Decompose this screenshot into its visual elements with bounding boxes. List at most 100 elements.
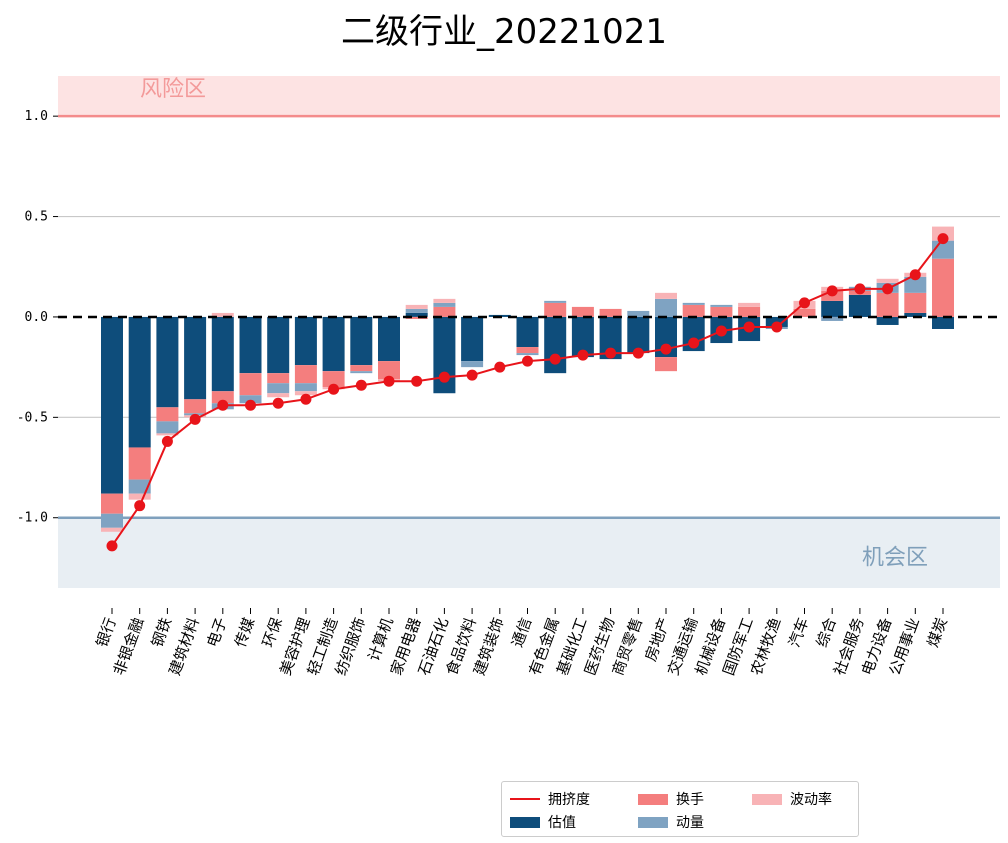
bar-segment bbox=[267, 393, 290, 398]
crowding-point bbox=[632, 347, 644, 359]
bar-segment bbox=[627, 316, 650, 354]
bar-segment bbox=[461, 316, 484, 362]
bar-segment bbox=[211, 316, 234, 392]
crowding-point bbox=[909, 269, 921, 281]
chart-title: 二级行业_20221021 bbox=[340, 12, 668, 52]
crowding-line bbox=[111, 238, 944, 547]
bar-segment bbox=[738, 302, 761, 307]
bar-segment bbox=[294, 365, 317, 384]
bar-segment bbox=[932, 258, 954, 317]
bar-segment bbox=[156, 316, 179, 408]
bar-segment bbox=[184, 399, 207, 414]
crowding-point bbox=[189, 413, 201, 425]
y-tick-label: 0.0 bbox=[25, 310, 48, 325]
bar-segment bbox=[378, 316, 400, 362]
bar-segment bbox=[350, 371, 373, 374]
bar-segment bbox=[211, 391, 234, 404]
bar-segment bbox=[211, 312, 234, 317]
x-tick-label: 钢铁 bbox=[148, 615, 175, 649]
crowding-point bbox=[577, 349, 589, 361]
opportunity-zone bbox=[58, 517, 1000, 588]
bar-segment bbox=[876, 278, 899, 283]
legend-label-valuation: 估值 bbox=[548, 815, 576, 831]
bar-segment bbox=[322, 316, 345, 372]
bar-segment bbox=[350, 316, 373, 366]
y-tick-label: -1.0 bbox=[17, 511, 48, 526]
bar-segment bbox=[876, 292, 899, 317]
bar-segment bbox=[101, 493, 123, 514]
bar-segment bbox=[516, 347, 539, 354]
bar-segment bbox=[267, 316, 290, 374]
bar-segment bbox=[821, 316, 844, 321]
x-tick-label: 通信 bbox=[508, 615, 535, 649]
x-tick-label: 电子 bbox=[203, 615, 230, 649]
bar-segment bbox=[655, 292, 677, 299]
crowding-point bbox=[549, 353, 561, 365]
y-tick-label: -0.5 bbox=[17, 410, 48, 425]
bar-segment bbox=[350, 365, 373, 372]
legend-label-crowding: 拥挤度 bbox=[548, 792, 590, 808]
crowding-point bbox=[411, 375, 423, 387]
bar-segment bbox=[821, 300, 844, 317]
legend-label-momentum: 动量 bbox=[676, 815, 704, 831]
legend: 拥挤度 估值 换手 动量 波动率 bbox=[501, 781, 859, 837]
bar-segment bbox=[239, 395, 262, 404]
x-tick-label: 环保 bbox=[259, 615, 286, 649]
bar-segment bbox=[682, 304, 705, 317]
bar-segment bbox=[793, 308, 816, 317]
bar-segment bbox=[433, 302, 456, 307]
bar-segment bbox=[267, 373, 290, 384]
legend-item-valuation: 估值 bbox=[510, 812, 576, 832]
bar-segment bbox=[544, 316, 567, 374]
legend-item-momentum: 动量 bbox=[638, 812, 704, 832]
bars-layer bbox=[101, 226, 954, 532]
bar-segment bbox=[571, 316, 594, 358]
bar-segment bbox=[267, 383, 290, 394]
bar-segment bbox=[294, 383, 317, 392]
x-tick-label: 汽车 bbox=[785, 615, 812, 649]
bar-segment bbox=[101, 527, 123, 532]
crowding-point bbox=[743, 321, 755, 333]
bar-segment bbox=[682, 316, 705, 352]
bar-segment bbox=[904, 312, 927, 317]
x-tick-label: 综合 bbox=[813, 615, 840, 649]
x-tick-label: 煤炭 bbox=[924, 615, 951, 649]
bar-segment bbox=[294, 316, 317, 366]
bar-segment bbox=[433, 306, 456, 317]
crowding-point bbox=[882, 283, 894, 295]
bar-segment bbox=[433, 298, 456, 303]
bar-segment bbox=[599, 316, 622, 360]
bar-segment bbox=[904, 276, 927, 293]
crowding-point bbox=[494, 361, 506, 373]
line-layer bbox=[106, 233, 949, 552]
bar-segment bbox=[405, 308, 428, 313]
bar-segment bbox=[239, 316, 262, 374]
crowding-point bbox=[715, 325, 727, 337]
crowding-point bbox=[355, 379, 367, 391]
bar-segment bbox=[184, 316, 207, 400]
crowding-point bbox=[937, 233, 949, 245]
bar-segment bbox=[544, 300, 567, 303]
legend-swatch-volatility bbox=[752, 793, 782, 805]
legend-swatch-turnover bbox=[638, 793, 668, 805]
bar-segment bbox=[294, 391, 317, 396]
crowding-point bbox=[771, 321, 783, 333]
crowding-point bbox=[660, 343, 672, 355]
bar-segment bbox=[738, 306, 761, 317]
crowding-point bbox=[328, 383, 340, 395]
crowding-point bbox=[383, 375, 395, 387]
bar-segment bbox=[655, 298, 677, 317]
legend-item-crowding: 拥挤度 bbox=[510, 789, 590, 809]
crowding-point bbox=[438, 371, 450, 383]
bar-segment bbox=[405, 312, 428, 317]
crowding-point bbox=[799, 297, 810, 309]
crowding-point bbox=[106, 540, 118, 552]
legend-label-turnover: 换手 bbox=[676, 792, 704, 808]
bar-segment bbox=[876, 316, 899, 325]
crowding-point bbox=[300, 393, 312, 405]
bar-segment bbox=[655, 357, 677, 372]
bar-segment bbox=[710, 306, 733, 317]
bar-segment bbox=[128, 479, 151, 494]
bar-segment bbox=[682, 302, 705, 305]
